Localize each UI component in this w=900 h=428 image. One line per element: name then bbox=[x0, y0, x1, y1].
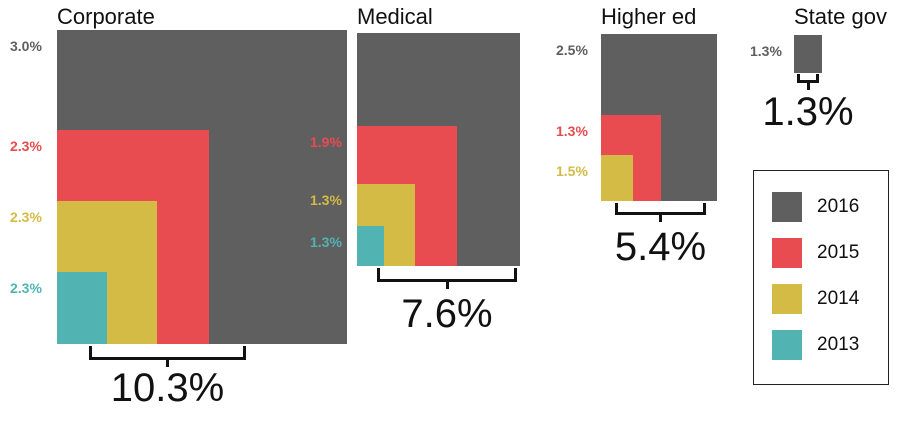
total-bracket-stem-state-gov bbox=[806, 82, 810, 90]
total-bracket-stem-medical bbox=[445, 281, 449, 289]
square-medical-2013 bbox=[357, 226, 384, 266]
total-bracket-higher-ed bbox=[615, 203, 706, 215]
total-label-corporate: 10.3% bbox=[110, 366, 225, 410]
total-label-state-gov: 1.3% bbox=[762, 90, 854, 134]
square-higher-ed-2014 bbox=[601, 155, 633, 201]
value-label-medical-2013: 1.3% bbox=[310, 234, 342, 250]
value-label-corporate-2016: 3.0% bbox=[10, 38, 42, 54]
value-label-corporate-2013: 2.3% bbox=[10, 280, 42, 296]
legend-item-2014: 2014 bbox=[772, 284, 882, 316]
value-label-medical-2014: 1.3% bbox=[310, 192, 342, 208]
legend-swatch-2013 bbox=[772, 330, 802, 360]
total-label-higher-ed: 5.4% bbox=[614, 225, 707, 269]
legend-item-2013: 2013 bbox=[772, 330, 882, 362]
total-bracket-state-gov bbox=[797, 74, 819, 83]
panel-title-corporate: Corporate bbox=[57, 4, 155, 29]
legend-label-2013: 2013 bbox=[817, 334, 860, 355]
panel-title-state-gov: State gov bbox=[794, 4, 887, 29]
square-corporate-2013 bbox=[57, 272, 107, 344]
legend-label-2016: 2016 bbox=[817, 196, 860, 217]
panel-title-higher-ed: Higher ed bbox=[601, 4, 697, 29]
total-label-medical: 7.6% bbox=[401, 292, 493, 336]
value-label-higher-ed-2016: 2.5% bbox=[556, 42, 588, 58]
total-bracket-medical bbox=[377, 268, 517, 282]
legend-item-2016: 2016 bbox=[772, 192, 882, 224]
legend-item-2015: 2015 bbox=[772, 238, 882, 270]
legend-swatch-2015 bbox=[772, 238, 802, 268]
legend-swatch-2014 bbox=[772, 284, 802, 314]
total-bracket-corporate bbox=[89, 346, 246, 360]
value-label-corporate-2015: 2.3% bbox=[10, 138, 42, 154]
value-label-higher-ed-2014: 1.5% bbox=[556, 163, 588, 179]
value-label-medical-2016: 2.9% bbox=[310, 41, 342, 57]
legend-swatch-2016 bbox=[772, 192, 802, 222]
square-state-gov-2016 bbox=[794, 35, 822, 73]
legend-label-2014: 2014 bbox=[817, 288, 860, 309]
value-label-higher-ed-2015: 1.3% bbox=[556, 123, 588, 139]
total-bracket-stem-higher-ed bbox=[659, 214, 662, 222]
value-label-corporate-2014: 2.3% bbox=[10, 209, 42, 225]
panel-title-medical: Medical bbox=[357, 4, 433, 29]
legend: 2016 2015 2014 2013 bbox=[753, 170, 889, 385]
total-bracket-stem-corporate bbox=[166, 359, 169, 367]
value-label-medical-2015: 1.9% bbox=[310, 134, 342, 150]
legend-label-2015: 2015 bbox=[817, 242, 860, 263]
value-label-state-gov-2016: 1.3% bbox=[750, 43, 782, 59]
